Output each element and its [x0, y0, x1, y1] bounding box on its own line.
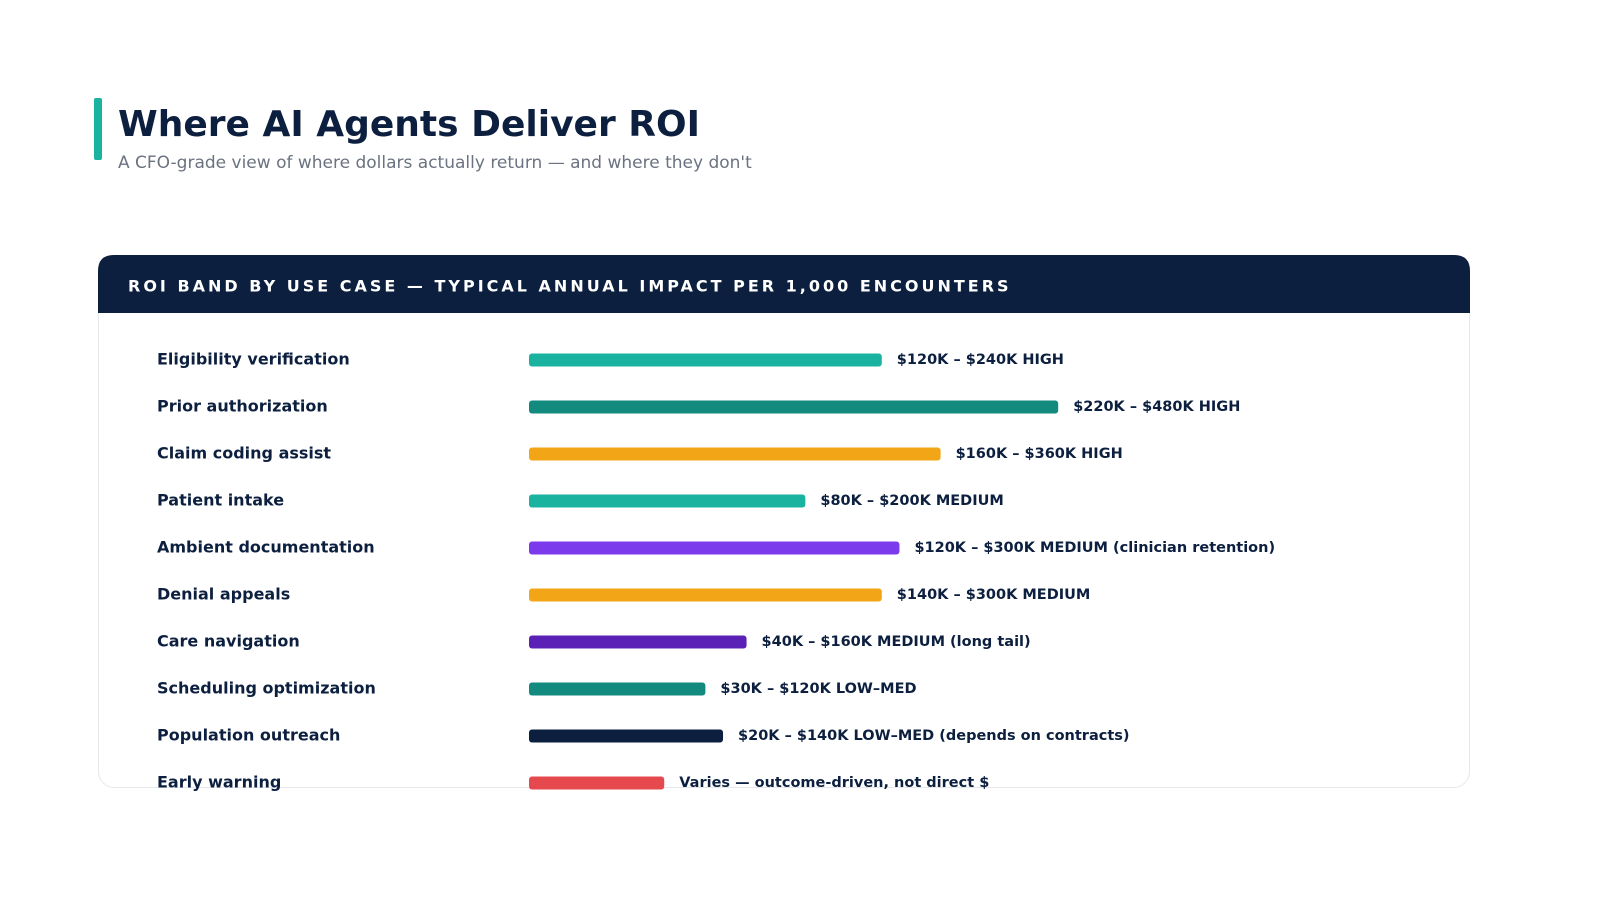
bar-label: $220K – $480K HIGH [1073, 399, 1240, 415]
bar-label: $40K – $160K MEDIUM (long tail) [762, 634, 1031, 650]
category-label: Patient intake [157, 491, 284, 510]
bar [529, 588, 882, 602]
bar [529, 682, 706, 696]
category-label: Denial appeals [157, 585, 290, 604]
bar [529, 494, 806, 508]
card [98, 255, 1470, 788]
bar [529, 400, 1059, 414]
bar-label: Varies — outcome-driven, not direct $ [679, 775, 989, 791]
card-header [98, 255, 1470, 313]
category-label: Scheduling optimization [157, 679, 376, 698]
bar-label: $160K – $360K HIGH [956, 446, 1123, 462]
bar-label: $20K – $140K LOW–MED (depends on contrac… [738, 728, 1130, 744]
chart-subtitle: A CFO-grade view of where dollars actual… [118, 153, 752, 173]
bar [529, 635, 747, 649]
category-label: Population outreach [157, 726, 340, 745]
category-label: Claim coding assist [157, 444, 331, 463]
category-label: Ambient documentation [157, 538, 375, 557]
bar [529, 447, 941, 461]
category-label: Care navigation [157, 632, 300, 651]
bar [529, 353, 882, 367]
category-label: Early warning [157, 773, 281, 792]
panel-title: ROI BAND BY USE CASE — TYPICAL ANNUAL IM… [128, 277, 1012, 296]
title-accent [94, 98, 102, 160]
bar-label: $80K – $200K MEDIUM [820, 493, 1003, 509]
bar-label: $30K – $120K LOW–MED [720, 681, 916, 697]
bar-label: $120K – $300K MEDIUM (clinician retentio… [914, 540, 1275, 556]
category-label: Prior authorization [157, 397, 328, 416]
bar [529, 541, 900, 555]
category-label: Eligibility verification [157, 350, 350, 369]
bar-label: $140K – $300K MEDIUM [897, 587, 1091, 603]
bar [529, 776, 665, 790]
bar [529, 729, 724, 743]
chart-title: Where AI Agents Deliver ROI [118, 104, 700, 145]
bar-label: $120K – $240K HIGH [897, 352, 1064, 368]
